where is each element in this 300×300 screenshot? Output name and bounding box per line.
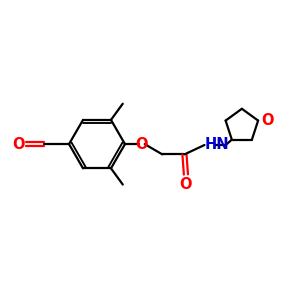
Text: O: O [180, 177, 192, 192]
Text: O: O [262, 113, 274, 128]
Text: O: O [12, 136, 25, 152]
Text: O: O [135, 136, 147, 152]
Text: HN: HN [205, 137, 229, 152]
